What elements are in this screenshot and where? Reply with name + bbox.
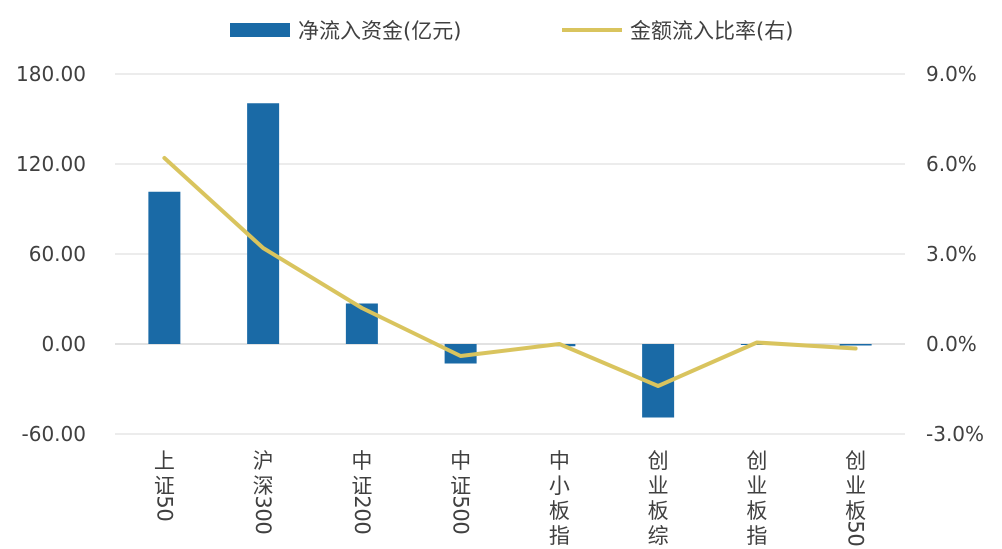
legend-swatch-bar <box>230 23 290 37</box>
y-left-tick-label: 60.00 <box>29 242 86 266</box>
y-right-tick-label: 0.0% <box>926 332 977 356</box>
x-tick-char: 0 <box>251 521 275 534</box>
bar <box>444 344 477 364</box>
x-tick-char: 板 <box>746 499 767 523</box>
x-tick-char: 证 <box>351 474 372 498</box>
x-tick-char: 3 <box>251 495 275 508</box>
bar-series <box>148 103 872 418</box>
x-tick-char: 综 <box>648 524 669 548</box>
legend-label-line: 金额流入比率(右) <box>630 19 793 43</box>
x-tick-char: 证 <box>154 474 175 498</box>
x-tick-char: 沪 <box>253 449 274 473</box>
bar <box>345 303 378 344</box>
x-tick-char: 深 <box>253 474 274 498</box>
x-tick-char: 0 <box>449 521 473 534</box>
y-left-tick-label: 0.00 <box>41 332 86 356</box>
y-right-tick-label: -3.0% <box>926 422 984 446</box>
x-tick-char: 创 <box>648 449 669 473</box>
x-tick-char: 指 <box>549 524 570 548</box>
x-tick-char: 证 <box>450 474 471 498</box>
bar <box>839 344 872 346</box>
y-axis-right: -3.0% 0.0% 3.0% 6.0% 9.0% <box>926 62 984 446</box>
x-tick-char: 0 <box>152 508 176 521</box>
y-right-tick-label: 9.0% <box>926 62 977 86</box>
line-series <box>162 156 858 388</box>
x-tick-char: 指 <box>746 524 767 548</box>
gridlines <box>115 73 905 435</box>
x-tick-char: 0 <box>251 508 275 521</box>
y-right-tick-label: 6.0% <box>926 152 977 176</box>
x-tick-char: 0 <box>350 521 374 534</box>
x-tick-char: 5 <box>449 495 473 508</box>
bar <box>247 103 280 344</box>
y-left-tick-label: 120.00 <box>16 152 86 176</box>
x-tick-char: 中 <box>549 449 570 473</box>
x-tick-char: 业 <box>746 474 767 498</box>
y-right-tick-label: 3.0% <box>926 242 977 266</box>
legend: 净流入资金(亿元) 金额流入比率(右) <box>230 19 793 43</box>
x-tick-char: 5 <box>152 495 176 508</box>
bar <box>148 191 181 344</box>
x-tick-char: 0 <box>449 508 473 521</box>
x-tick-char: 创 <box>845 449 866 473</box>
x-tick-char: 2 <box>350 495 374 508</box>
x-tick-char: 创 <box>746 449 767 473</box>
x-tick-char: 0 <box>350 508 374 521</box>
x-tick-char: 中 <box>351 449 372 473</box>
x-tick-char: 中 <box>450 449 471 473</box>
x-tick-char: 上 <box>154 449 175 473</box>
y-axis-left: -60.00 0.00 60.00 120.00 180.00 <box>16 62 86 446</box>
x-tick-char: 板 <box>549 499 570 523</box>
y-left-tick-label: 180.00 <box>16 62 86 86</box>
legend-label-bar: 净流入资金(亿元) <box>298 19 461 43</box>
x-tick-char: 0 <box>844 533 868 546</box>
x-tick-char: 板 <box>845 499 866 523</box>
x-tick-char: 业 <box>648 474 669 498</box>
series-line <box>162 156 858 388</box>
x-tick-char: 5 <box>844 520 868 533</box>
x-tick-char: 小 <box>549 474 570 498</box>
x-tick-char: 业 <box>845 474 866 498</box>
x-tick-char: 板 <box>648 499 669 523</box>
y-left-tick-label: -60.00 <box>22 422 86 446</box>
